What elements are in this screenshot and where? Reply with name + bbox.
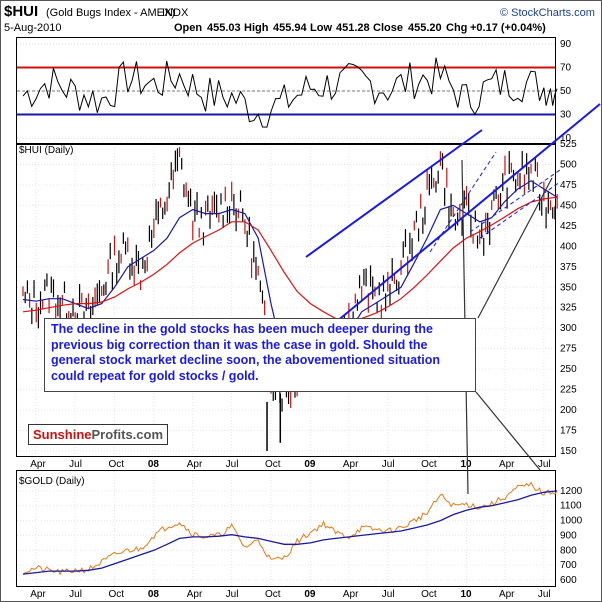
- close-label: Close: [373, 22, 403, 34]
- hui-tick-label: 525: [560, 139, 577, 150]
- trend-dashed-2: [469, 169, 561, 233]
- gold-tick-label: 800: [560, 545, 577, 556]
- gold-x-tick-label: Apr: [343, 589, 359, 600]
- hui-tick-label: 175: [560, 426, 577, 437]
- hui-x-tick-label: 09: [304, 459, 316, 470]
- rsi-tick-label: 50: [560, 86, 572, 97]
- rsi-tick-label: 70: [560, 63, 572, 74]
- gold-x-tick-label: Oct: [421, 589, 437, 600]
- gold-x-tick-label: Apr: [187, 589, 203, 600]
- hui-x-tick-label: Jul: [69, 459, 82, 470]
- hui-tick-label: 450: [560, 200, 577, 211]
- gold-tick-label: 900: [560, 530, 577, 541]
- gold-tick-label: 1000: [560, 516, 583, 527]
- open-label: Open: [174, 22, 202, 34]
- high-value: 455.94: [273, 22, 308, 34]
- hui-panel-title: $HUI (Daily): [19, 145, 73, 156]
- gold-layer: 1200 1100 1000 900 800 700 600 Apr Jul Oct 08 Apr Ju…: [17, 471, 583, 600]
- hui-tick-label: 250: [560, 364, 577, 375]
- chg-value: +0.17 (+0.04%): [470, 22, 546, 34]
- open-value: 455.03: [207, 22, 241, 34]
- trend-channel-upper: [305, 129, 483, 258]
- hui-tick-label: 275: [560, 344, 577, 355]
- gold-x-tick-label: Jul: [382, 589, 395, 600]
- gold-x-tick-label: 10: [460, 589, 472, 600]
- symbol-title: $HUI: [4, 3, 38, 20]
- gold-price-line: [22, 481, 558, 576]
- low-label: Low: [310, 22, 332, 34]
- gold-x-tick-label: Apr: [30, 589, 46, 600]
- hui-tick-label: 150: [560, 446, 577, 457]
- gold-tick-label: 1100: [560, 501, 582, 512]
- gold-tick-label: 700: [560, 560, 577, 571]
- hui-x-tick-label: Oct: [109, 459, 125, 470]
- hui-x-tick-label: Apr: [30, 459, 46, 470]
- gold-x-tick-label: Jul: [69, 589, 82, 600]
- gold-x-tick-label: Jul: [226, 589, 239, 600]
- hui-tick-label: 350: [560, 282, 577, 293]
- gold-tick-label: 600: [560, 575, 577, 586]
- rsi-line: [22, 57, 558, 128]
- low-value: 451.28: [336, 22, 370, 34]
- gold-tick-label: 1200: [560, 486, 583, 497]
- rsi-layer: 90 70 50 30 10: [17, 39, 572, 144]
- hui-tick-label: 200: [560, 405, 577, 416]
- date-label: 5-Aug-2010: [4, 22, 62, 34]
- close-value: 455.20: [408, 22, 442, 34]
- sunshine-profits-logo: SunshineProfits.com: [28, 424, 169, 445]
- hui-x-tick-label: Jul: [226, 459, 239, 470]
- hui-tick-label: 475: [560, 180, 577, 191]
- gold-panel: [16, 470, 556, 587]
- trend-dashed-3: [479, 181, 561, 239]
- hui-x-tick-label: 10: [460, 459, 472, 470]
- exchange-label: INDX: [162, 7, 189, 19]
- gold-x-tick-label: Apr: [499, 589, 515, 600]
- hui-tick-label: 500: [560, 159, 577, 170]
- gold-x-tick-label: 09: [304, 589, 316, 600]
- high-label: High: [244, 22, 269, 34]
- annotation-note: The decline in the gold stocks has been …: [44, 318, 476, 392]
- trend-channel-lower: [335, 103, 601, 323]
- hui-x-tick-label: Apr: [187, 459, 203, 470]
- hui-x-tick-label: Oct: [265, 459, 281, 470]
- gold-ma-line: [22, 490, 558, 575]
- gold-x-tick-label: 08: [148, 589, 160, 600]
- gold-x-tick-label: Oct: [109, 589, 125, 600]
- pointer-line-3: [475, 391, 541, 471]
- hui-tick-label: 375: [560, 262, 577, 273]
- gold-x-tick-label: Jul: [538, 589, 551, 600]
- hui-tick-label: 325: [560, 303, 577, 314]
- index-name: (Gold Bugs Index - AMEX): [46, 7, 175, 19]
- hui-tick-label: 225: [560, 385, 577, 396]
- gold-panel-title: $GOLD (Daily): [19, 476, 85, 487]
- hui-x-tick-label: Apr: [499, 459, 515, 470]
- brand-label: © StockCharts.com: [500, 7, 595, 19]
- hui-tick-label: 400: [560, 241, 577, 252]
- hui-tick-label: 300: [560, 323, 577, 334]
- chg-label: Chg: [446, 22, 467, 34]
- hui-x-tick-label: Jul: [382, 459, 395, 470]
- hui-x-tick-label: Oct: [421, 459, 437, 470]
- logo-part-2: Profits.com: [91, 427, 164, 442]
- rsi-tick-label: 30: [560, 110, 572, 121]
- hui-ma200-line: [22, 196, 558, 323]
- hui-x-tick-label: 08: [148, 459, 160, 470]
- rsi-tick-label: 90: [560, 39, 572, 50]
- hui-x-tick-label: Jul: [538, 459, 551, 470]
- rsi-tick-label: 10: [560, 133, 572, 144]
- hui-tick-label: 425: [560, 221, 577, 232]
- gold-x-tick-label: Oct: [265, 589, 281, 600]
- hui-x-tick-label: Apr: [343, 459, 359, 470]
- pointer-line-2: [477, 177, 553, 319]
- logo-part-1: Sunshine: [33, 427, 92, 442]
